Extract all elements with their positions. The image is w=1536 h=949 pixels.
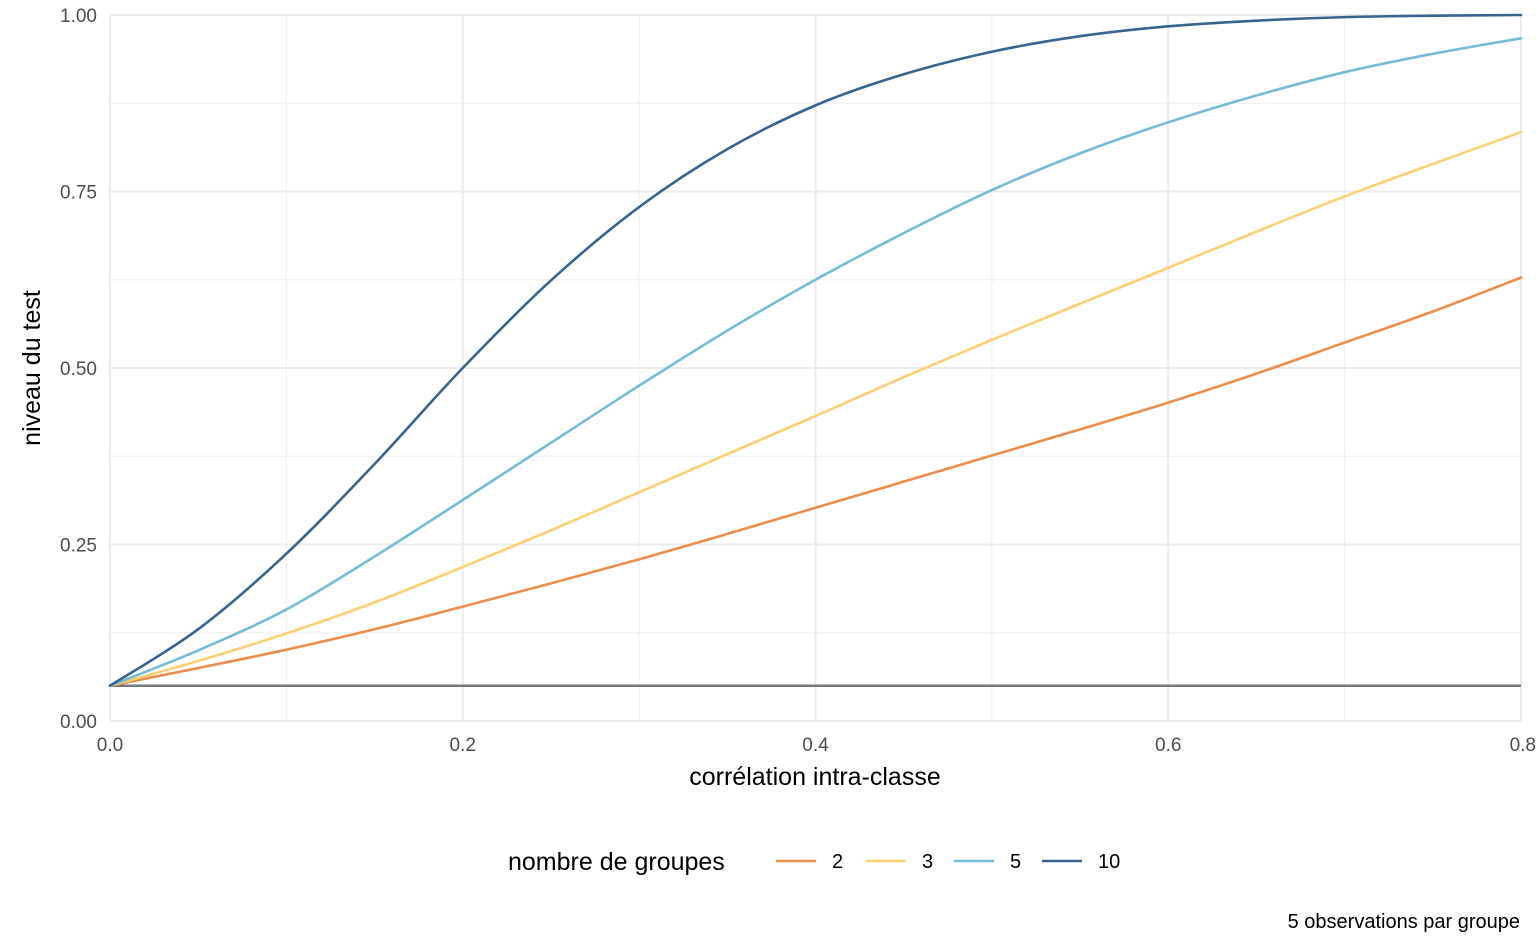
x-tick-label: 0.4 <box>802 735 829 756</box>
x-tick-label: 0.0 <box>97 735 123 756</box>
series-line-2 <box>108 276 1523 687</box>
legend-label-3: 3 <box>922 851 933 873</box>
legend-label-2: 2 <box>832 851 843 873</box>
y-tick-label: 1.00 <box>60 6 97 27</box>
legend-item-2: 2 <box>776 851 843 873</box>
y-tick-labels: 0.00 0.25 0.50 0.75 1.00 <box>60 6 97 733</box>
x-tick-label: 0.2 <box>450 735 476 756</box>
legend: nombre de groupes 2 3 5 10 <box>508 848 1120 876</box>
x-axis-title: corrélation intra-classe <box>689 763 941 791</box>
x-tick-label: 0.6 <box>1155 735 1181 756</box>
grid-major <box>109 14 1522 722</box>
y-tick-label: 0.75 <box>60 183 97 204</box>
legend-label-5: 5 <box>1010 851 1021 873</box>
series-line-10 <box>108 13 1523 687</box>
series-line-5 <box>108 37 1523 687</box>
legend-item-3: 3 <box>866 851 933 873</box>
series-line-3 <box>108 130 1523 687</box>
legend-title: nombre de groupes <box>508 848 725 876</box>
x-tick-label: 0.8 <box>1510 735 1536 756</box>
y-tick-label: 0.25 <box>60 536 97 557</box>
legend-item-10: 10 <box>1042 851 1120 873</box>
caption: 5 observations par groupe <box>1288 911 1520 933</box>
legend-items: 2 3 5 10 <box>776 851 1120 873</box>
x-tick-labels: 0.0 0.2 0.4 0.6 0.8 <box>97 735 1536 756</box>
y-tick-label: 0.00 <box>60 712 97 733</box>
y-tick-label: 0.50 <box>60 359 97 380</box>
series-layer <box>108 13 1523 687</box>
legend-item-5: 5 <box>954 851 1021 873</box>
legend-label-10: 10 <box>1098 851 1120 873</box>
y-axis-title: niveau du test <box>18 290 46 446</box>
